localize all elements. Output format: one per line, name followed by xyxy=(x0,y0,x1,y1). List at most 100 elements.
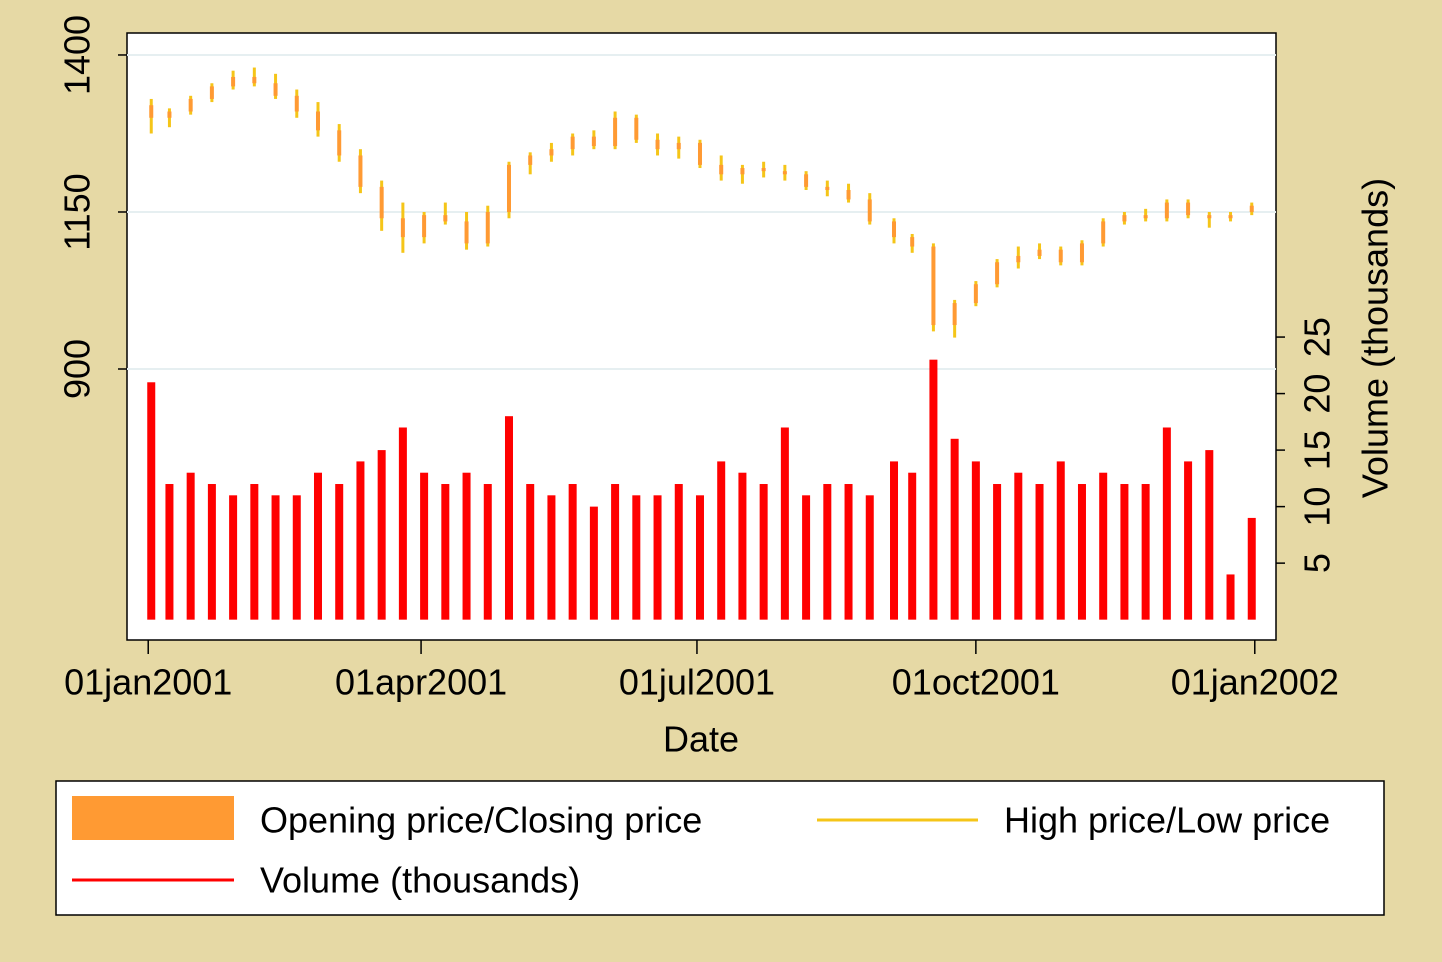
volume-bar xyxy=(653,495,662,620)
open-close-bar xyxy=(846,190,851,200)
volume-bar xyxy=(1099,472,1108,620)
volume-bar xyxy=(674,484,683,620)
volume-bar xyxy=(611,484,620,620)
volume-bar xyxy=(950,438,959,620)
open-close-bar xyxy=(1228,215,1233,219)
volume-bar xyxy=(589,506,598,620)
volume-bar xyxy=(229,495,238,620)
volume-bar xyxy=(717,461,726,620)
x-tick-label: 01jul2001 xyxy=(619,662,775,703)
open-close-bar xyxy=(931,246,936,326)
volume-bar xyxy=(844,484,853,620)
volume-bar xyxy=(547,495,556,620)
y2-tick-label: 10 xyxy=(1297,487,1338,527)
volume-bar xyxy=(420,472,429,620)
volume-bar xyxy=(292,495,301,620)
volume-bar xyxy=(780,427,789,620)
open-close-bar xyxy=(1058,249,1063,263)
y-tick-label: 1150 xyxy=(57,173,98,250)
open-close-bar xyxy=(952,303,957,326)
open-close-bar xyxy=(1186,202,1191,216)
open-close-bar xyxy=(761,168,766,172)
open-close-bar xyxy=(1037,249,1042,256)
volume-bar xyxy=(929,359,938,620)
y2-tick-label: 25 xyxy=(1297,317,1338,357)
volume-bar xyxy=(1014,472,1023,620)
volume-bar xyxy=(504,416,513,620)
open-close-bar xyxy=(825,186,830,191)
open-close-bar xyxy=(358,155,363,187)
volume-bar xyxy=(271,495,280,620)
x-tick-label: 01apr2001 xyxy=(335,662,507,703)
open-close-bar xyxy=(400,218,405,238)
volume-bar xyxy=(993,484,1002,620)
open-close-bar xyxy=(464,221,469,244)
open-close-bar xyxy=(209,86,214,99)
x-axis-label: Date xyxy=(663,719,739,760)
open-close-bar xyxy=(973,284,978,304)
y2-tick-label: 20 xyxy=(1297,374,1338,414)
volume-bar xyxy=(1205,450,1214,620)
volume-bar xyxy=(147,382,156,620)
open-close-bar xyxy=(910,237,915,247)
open-close-bar xyxy=(892,221,897,238)
open-close-bar xyxy=(676,142,681,150)
open-close-bar xyxy=(995,262,1000,285)
volume-bar xyxy=(313,472,322,620)
open-close-bar xyxy=(188,98,193,112)
open-close-bar xyxy=(697,142,702,165)
volume-bar xyxy=(802,495,811,620)
open-close-bar xyxy=(867,199,872,222)
volume-bar xyxy=(335,484,344,620)
volume-bar xyxy=(398,427,407,620)
volume-bar xyxy=(1077,484,1086,620)
volume-bar xyxy=(865,495,874,620)
volume-bar xyxy=(1141,484,1150,620)
open-close-bar xyxy=(252,76,257,84)
legend-label: Volume (thousands) xyxy=(260,860,580,901)
open-close-bar xyxy=(634,117,639,140)
open-close-bar xyxy=(804,174,809,187)
volume-bar xyxy=(526,484,535,620)
volume-bar xyxy=(207,484,216,620)
volume-bar xyxy=(250,484,259,620)
legend-label: High price/Low price xyxy=(1004,800,1330,841)
volume-bar xyxy=(568,484,577,620)
open-close-bar xyxy=(570,136,575,150)
volume-bar xyxy=(1056,461,1065,620)
volume-bar xyxy=(1184,461,1193,620)
y-tick-label: 1400 xyxy=(57,15,98,95)
volume-bar xyxy=(890,461,899,620)
volume-bar xyxy=(1247,517,1256,620)
volume-bar xyxy=(1120,484,1129,620)
x-tick-label: 01jan2001 xyxy=(64,662,232,703)
open-close-bar xyxy=(782,171,787,175)
y2-tick-label: 15 xyxy=(1297,430,1338,470)
y2-tick-label: 5 xyxy=(1297,553,1338,573)
open-close-bar xyxy=(1122,215,1127,222)
x-tick-label: 01jan2002 xyxy=(1171,662,1339,703)
volume-bar xyxy=(823,484,832,620)
open-close-bar xyxy=(719,164,724,175)
volume-bar xyxy=(165,484,174,620)
open-close-bar xyxy=(1079,243,1084,263)
open-close-bar xyxy=(149,105,154,118)
open-close-bar xyxy=(613,117,618,147)
open-close-bar xyxy=(528,155,533,165)
volume-bar xyxy=(483,484,492,620)
legend-swatch xyxy=(72,796,234,840)
open-close-bar xyxy=(273,83,278,96)
open-close-bar xyxy=(1101,221,1106,244)
volume-bar xyxy=(695,495,704,620)
open-close-bar xyxy=(591,136,596,147)
open-close-bar xyxy=(379,186,384,219)
y-tick-label: 900 xyxy=(57,339,98,399)
open-close-bar xyxy=(485,211,490,244)
open-close-bar xyxy=(167,111,172,118)
open-close-bar xyxy=(294,95,299,112)
volume-bar xyxy=(356,461,365,620)
open-close-bar xyxy=(506,164,511,212)
open-close-bar xyxy=(443,215,448,222)
volume-bar xyxy=(186,472,195,620)
